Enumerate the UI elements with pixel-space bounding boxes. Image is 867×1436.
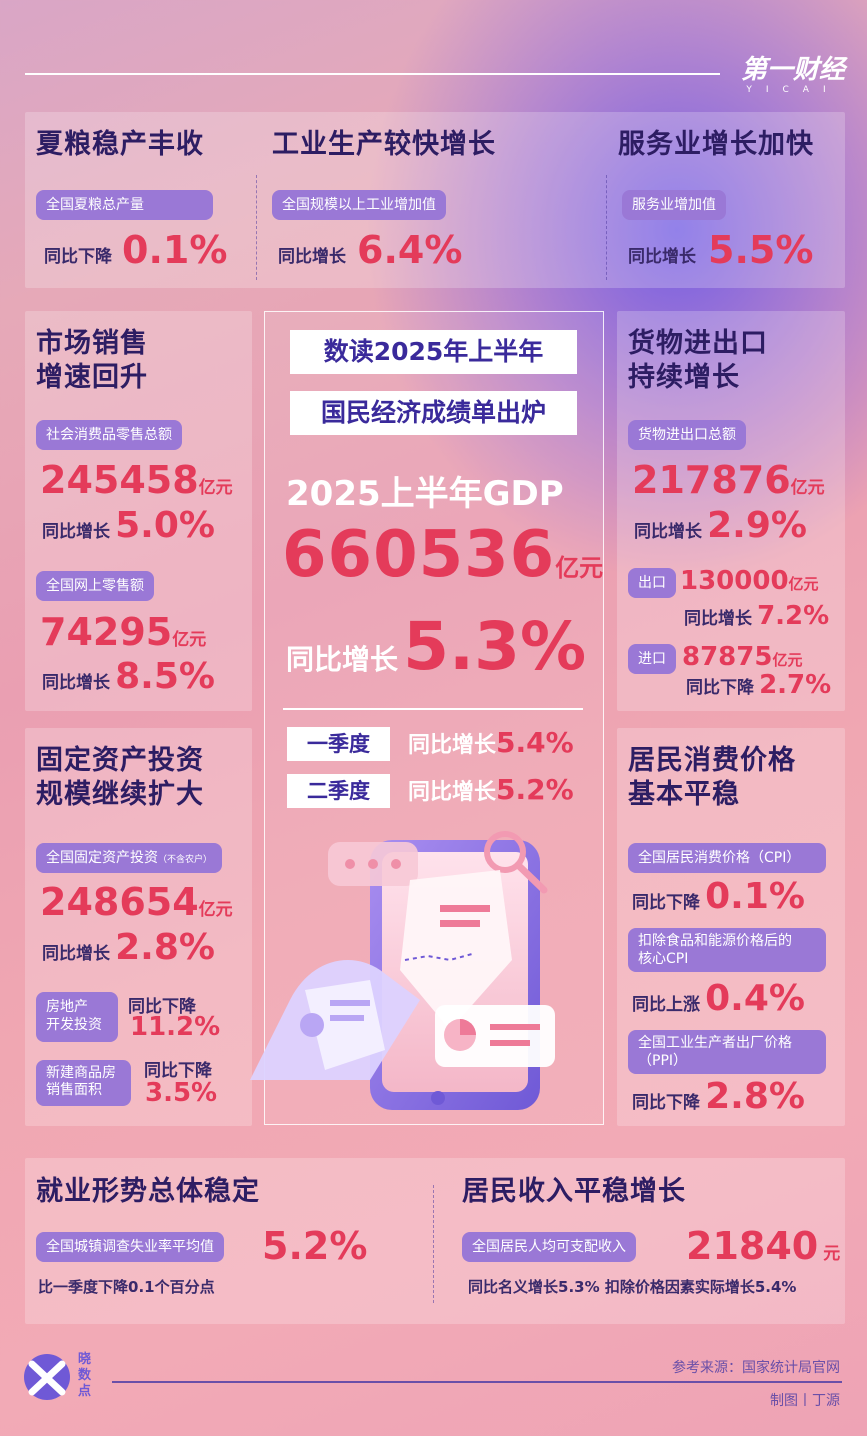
- export-value: 130000亿元: [680, 566, 819, 596]
- online-retail-pill: 全国网上零售额: [36, 571, 154, 601]
- import-value: 87875亿元: [682, 642, 803, 672]
- real-estate-rate: 11.2%: [130, 1012, 221, 1042]
- retail-sales-value: 245458亿元: [40, 458, 233, 502]
- services-pill: 服务业增加值: [622, 190, 726, 220]
- investment-card: [25, 728, 252, 1126]
- trade-rate: 同比增长 2.9%: [634, 505, 807, 546]
- export-pill: 出口: [628, 568, 676, 598]
- source-text: 参考来源：国家统计局官网: [672, 1360, 840, 1376]
- grain-title: 夏粮稳产丰收: [36, 129, 204, 160]
- housing-sales-rate: 3.5%: [145, 1078, 218, 1108]
- investment-title: 固定资产投资 规模继续扩大: [36, 745, 204, 810]
- footer-rule: [112, 1381, 842, 1383]
- q2-growth: 同比增长5.2%: [408, 773, 574, 806]
- q2-label: 二季度: [287, 774, 390, 808]
- income-value: 21840 元: [686, 1224, 841, 1268]
- q1-growth: 同比增长5.4%: [408, 726, 574, 759]
- employment-title: 就业形势总体稳定: [36, 1176, 260, 1207]
- services-title: 服务业增长加快: [618, 129, 814, 160]
- ppi-rate: 同比下降 2.8%: [632, 1076, 805, 1117]
- investment-rate: 同比增长 2.8%: [42, 927, 215, 968]
- investment-value: 248654亿元: [40, 880, 233, 924]
- industry-title: 工业生产较快增长: [272, 129, 496, 160]
- core-cpi-pill: 扣除食品和能源价格后的 核心CPI: [628, 928, 826, 972]
- income-pill: 全国居民人均可支配收入: [462, 1232, 636, 1262]
- grain-value: 0.1%: [122, 228, 228, 272]
- grain-label: 同比下降: [44, 247, 112, 267]
- services-label: 同比增长: [628, 247, 696, 267]
- employment-note: 比一季度下降0.1个百分点: [38, 1278, 215, 1296]
- grain-pill: 全国夏粮总产量: [36, 190, 213, 220]
- income-note: 同比名义增长5.3% 扣除价格因素实际增长5.4%: [468, 1278, 797, 1296]
- online-retail-value: 74295亿元: [40, 610, 207, 654]
- q1-label: 一季度: [287, 727, 390, 761]
- cpi-pill: 全国居民消费价格（CPI）: [628, 843, 826, 873]
- employment-value: 5.2%: [262, 1224, 368, 1268]
- employment-pill: 全国城镇调查失业率平均值: [36, 1232, 224, 1262]
- housing-sales-label: 同比下降: [144, 1061, 212, 1081]
- cpi-rate: 同比下降 0.1%: [632, 876, 805, 917]
- gdp-growth: 同比增长 5.3%: [286, 608, 587, 685]
- trade-pill: 货物进出口总额: [628, 420, 746, 450]
- income-title: 居民收入平稳增长: [462, 1176, 686, 1207]
- center-headline-box: 数读2025年上半年: [290, 330, 577, 374]
- center-subheadline-box: 国民经济成绩单出炉: [290, 391, 577, 435]
- credit-text: 制图丨丁源: [770, 1393, 840, 1409]
- real-estate-label: 同比下降: [128, 997, 196, 1017]
- export-rate: 同比增长 7.2%: [684, 601, 830, 631]
- real-estate-pill: 房地产 开发投资: [36, 992, 118, 1042]
- divider: [433, 1185, 434, 1303]
- trade-title: 货物进出口 持续增长: [628, 328, 768, 393]
- gdp-label: 2025上半年GDP: [286, 474, 564, 514]
- online-retail-rate: 同比增长 8.5%: [42, 656, 215, 697]
- retail-card: [25, 311, 252, 711]
- trade-value: 217876亿元: [632, 458, 825, 502]
- import-pill: 进口: [628, 644, 676, 674]
- gdp-value: 660536亿元: [282, 518, 604, 592]
- cpi-title: 居民消费价格 基本平稳: [628, 745, 796, 810]
- phone-receipt-illustration: [250, 831, 555, 1110]
- yicai-logo: 第一财经 YICAI: [740, 55, 845, 95]
- divider: [606, 175, 607, 280]
- retail-title: 市场销售 增速回升: [36, 328, 148, 393]
- industry-label: 同比增长: [278, 247, 346, 267]
- center-divider: [283, 708, 583, 710]
- core-cpi-rate: 同比上涨 0.4%: [632, 978, 805, 1019]
- retail-sales-rate: 同比增长 5.0%: [42, 505, 215, 546]
- industry-pill: 全国规模以上工业增加值: [272, 190, 446, 220]
- industry-value: 6.4%: [357, 228, 463, 272]
- housing-sales-pill: 新建商品房 销售面积: [36, 1060, 131, 1106]
- import-rate: 同比下降 2.7%: [686, 670, 832, 700]
- investment-pill: 全国固定资产投资（不含农户）: [36, 843, 223, 873]
- services-value: 5.5%: [708, 228, 814, 272]
- xiaoshudian-logo: 晓数点: [22, 1352, 102, 1412]
- header-rule: [25, 73, 720, 75]
- divider: [256, 175, 257, 280]
- retail-pill: 社会消费品零售总额: [36, 420, 182, 450]
- xiaoshudian-logo-icon: [24, 1354, 70, 1400]
- ppi-pill: 全国工业生产者出厂价格 （PPI）: [628, 1030, 826, 1074]
